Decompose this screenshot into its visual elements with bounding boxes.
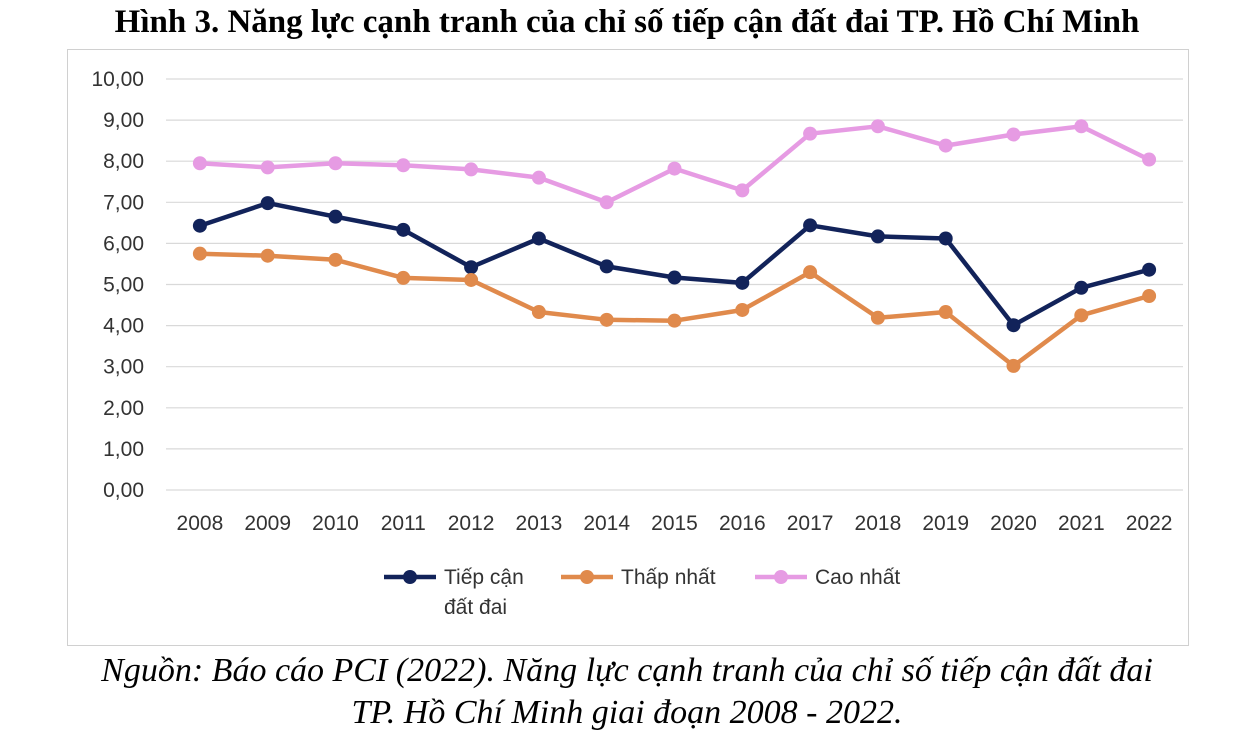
x-tick-label: 2012 (448, 512, 495, 535)
x-tick-label: 2013 (516, 512, 563, 535)
x-tick-label: 2011 (381, 512, 426, 535)
y-tick-label: 10,00 (91, 68, 144, 91)
legend-label: Thấp nhất (621, 566, 716, 589)
source-line-2: TP. Hồ Chí Minh giai đoạn 2008 - 2022. (351, 694, 903, 731)
data-point (396, 158, 411, 173)
data-point (870, 229, 885, 244)
y-tick-label: 6,00 (103, 232, 144, 255)
figure-title: Hình 3. Năng lực cạnh tranh của chỉ số t… (114, 4, 1140, 40)
legend-swatch-marker (774, 570, 788, 584)
data-point (192, 246, 207, 261)
data-point (667, 313, 682, 328)
x-tick-label: 2018 (855, 512, 902, 535)
data-point (599, 259, 614, 274)
x-tick-label: 2016 (719, 512, 766, 535)
data-point (531, 231, 546, 246)
legend-swatch-marker (403, 570, 417, 584)
data-point (870, 310, 885, 325)
data-point (1006, 127, 1021, 142)
data-point (667, 270, 682, 285)
data-point (870, 119, 885, 134)
data-point (803, 126, 818, 141)
y-tick-label: 9,00 (103, 109, 144, 132)
y-tick-label: 4,00 (103, 315, 144, 338)
data-point (735, 302, 750, 317)
x-tick-label: 2008 (177, 512, 224, 535)
data-point (735, 275, 750, 290)
data-point (1006, 318, 1021, 333)
x-tick-label: 2019 (922, 512, 969, 535)
legend-label: đất đai (444, 596, 507, 619)
data-point (396, 270, 411, 285)
data-point (531, 305, 546, 320)
line-chart: 0,00 1,00 2,00 3,00 4,00 5,00 6,00 7,00 8,00 9,00… (91, 68, 1183, 619)
source-line-1: Nguồn: Báo cáo PCI (2022). Năng lực cạnh… (101, 652, 1153, 689)
data-point (599, 195, 614, 210)
x-tick-label: 2015 (651, 512, 698, 535)
data-point (260, 196, 275, 211)
y-tick-label: 3,00 (103, 356, 144, 379)
data-point (531, 170, 546, 185)
data-point (803, 265, 818, 280)
data-point (192, 218, 207, 233)
data-point (1074, 119, 1089, 134)
x-tick-label: 2010 (312, 512, 359, 535)
chart-frame: 0,00 1,00 2,00 3,00 4,00 5,00 6,00 7,00 8,00 9,00… (67, 49, 1189, 646)
y-tick-label: 0,00 (103, 479, 144, 502)
data-point (667, 161, 682, 176)
y-tick-label: 5,00 (103, 274, 144, 297)
data-point (1074, 308, 1089, 323)
data-point (328, 252, 343, 267)
y-tick-label: 7,00 (103, 191, 144, 214)
series-line-0 (199, 200, 1150, 328)
data-point (1142, 289, 1157, 304)
legend-label: Tiếp cận (444, 566, 524, 589)
data-point (1142, 262, 1157, 277)
data-point (328, 156, 343, 171)
data-point (599, 312, 614, 327)
x-tick-label: 2017 (787, 512, 834, 535)
data-point (464, 272, 479, 287)
x-tick-label: 2020 (990, 512, 1037, 535)
y-tick-label: 1,00 (103, 438, 144, 461)
data-point (260, 248, 275, 263)
data-point (396, 222, 411, 237)
source-caption: Nguồn: Báo cáo PCI (2022). Năng lực cạnh… (0, 650, 1254, 734)
data-point (192, 156, 207, 171)
x-tick-label: 2022 (1126, 512, 1173, 535)
legend-label: Cao nhất (815, 566, 900, 589)
y-tick-label: 2,00 (103, 397, 144, 420)
data-point (938, 305, 953, 320)
x-tick-label: 2021 (1058, 512, 1105, 535)
data-point (260, 160, 275, 175)
legend-swatch-marker (580, 570, 594, 584)
x-tick-label: 2014 (583, 512, 630, 535)
data-point (803, 218, 818, 233)
data-point (735, 183, 750, 198)
data-point (464, 162, 479, 177)
x-tick-label: 2009 (244, 512, 291, 535)
data-point (328, 209, 343, 224)
y-tick-label: 8,00 (103, 150, 144, 173)
data-point (938, 231, 953, 246)
data-point (1142, 152, 1157, 167)
data-point (938, 138, 953, 153)
data-point (464, 260, 479, 275)
data-point (1006, 358, 1021, 373)
data-point (1074, 280, 1089, 295)
